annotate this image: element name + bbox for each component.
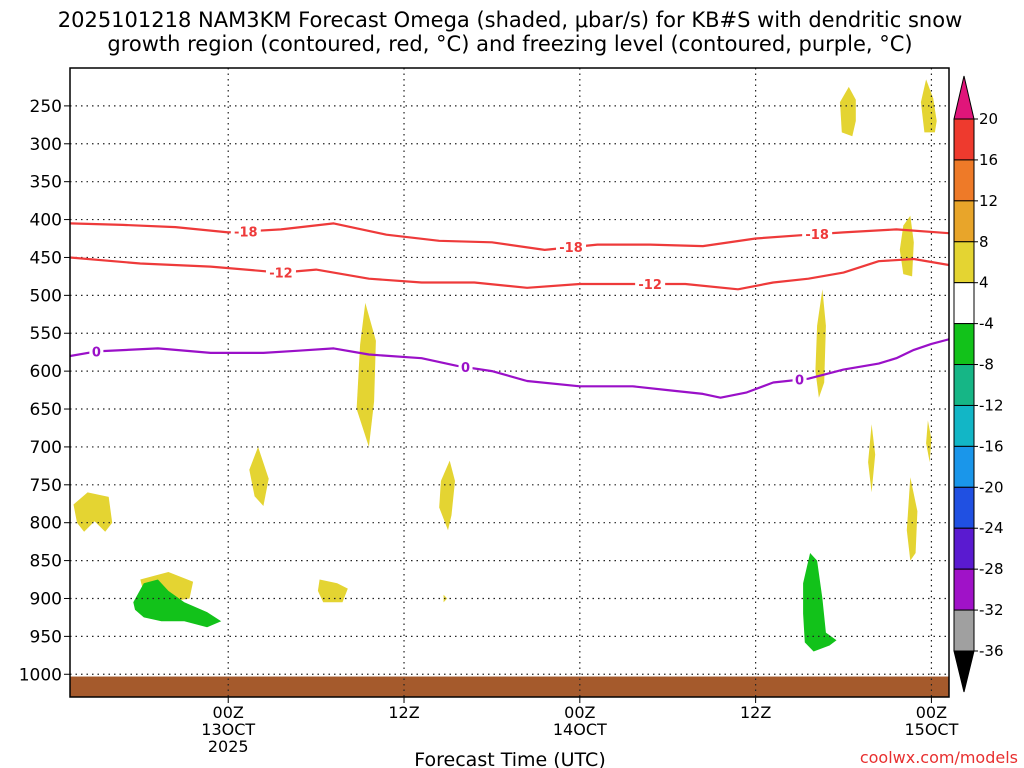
colorbar-bin-7: [953, 404, 975, 447]
colorbar-label-5: -4: [979, 315, 994, 333]
y-tick-label-950: 950: [30, 627, 62, 647]
freezing-level-label-2: 0: [795, 374, 804, 389]
rising-motion-3.8h-860hPa: [73, 492, 113, 532]
x-tick-label-0-2: 2025: [208, 737, 249, 756]
minus-18-isotherm-label-2: -18: [805, 228, 829, 243]
freezing-level-line: [70, 338, 949, 399]
x-tick-label-0-0: 00Z: [213, 703, 244, 722]
colorbar-bin-1: [953, 159, 975, 202]
colorbar-bin-12: [953, 609, 975, 652]
freezing-level-label-bg-2: [792, 371, 807, 388]
y-tick-label-750: 750: [30, 476, 62, 496]
y-tick-label-400: 400: [30, 211, 62, 231]
freezing-level-label-bg-0: [89, 343, 104, 360]
freezing-level-label-bg-1: [458, 359, 473, 376]
rising-motion-39h-255hPa: [840, 86, 856, 137]
colorbar: 20 16 12 8 4 -4 -8 -12 -16 -20 -24 -28 -32 -36: [953, 75, 1004, 693]
freezing-level-label-1: 0: [461, 361, 470, 376]
colorbar-top-arrow: [953, 75, 975, 120]
y-axis: 250 300 350 400 450 500 550 600 650 700 750 800 850 9…: [19, 97, 70, 685]
colorbar-bin-11: [953, 568, 975, 611]
x-tick-label-0-1: 13OCT: [201, 720, 255, 739]
colorbar-label-4: 4: [979, 274, 989, 292]
plot-inner: -18 -18 -18 -12 -12 0 0 0: [70, 68, 949, 697]
y-tick-label-250: 250: [30, 97, 62, 117]
plot-frame: [69, 67, 950, 698]
ground: [70, 676, 949, 697]
colorbar-label-0: 20: [979, 110, 998, 128]
colorbar-label-1: 16: [979, 151, 998, 169]
y-tick-label-450: 450: [30, 248, 62, 268]
x-tick-label-3-0: 12Z: [740, 703, 771, 722]
x-tick-label-1-0: 12Z: [388, 703, 419, 722]
colorbar-bin-0: [953, 118, 975, 161]
colorbar-bin-6: [953, 364, 975, 406]
colorbar-label-3: 8: [979, 233, 989, 251]
y-tick-label-850: 850: [30, 552, 62, 572]
y-tick-label-300: 300: [30, 135, 62, 155]
colorbar-bin-2: [953, 200, 975, 243]
minus-12-isotherm-line: [70, 256, 949, 291]
colorbar-bin-9: [953, 486, 975, 529]
plot-area: -18 -18 -18 -12 -12 0 0 0: [69, 67, 950, 698]
colorbar-label-6: -8: [979, 356, 994, 374]
colorbar-label-13: -36: [979, 642, 1004, 660]
y-tick-label-600: 600: [30, 362, 62, 382]
minus-18-isotherm-label-bg-0: [230, 223, 261, 240]
colorbar-bottom-arrow: [953, 650, 975, 693]
colorbar-bin-4: [953, 282, 975, 325]
colorbar-label-7: -12: [979, 396, 1004, 414]
colorbar-bin-10: [953, 527, 975, 570]
rising-motion-40h-540hPa: [815, 289, 826, 398]
rising-motion-46.6h-810hPa: [906, 477, 918, 561]
x-axis-label: Forecast Time (UTC): [414, 749, 605, 768]
colorbar-label-10: -24: [979, 519, 1004, 537]
y-tick-label-550: 550: [30, 324, 62, 344]
minus-12-isotherm-label-bg-0: [265, 264, 296, 281]
x-tick-label-2-0: 00Z: [564, 703, 595, 722]
minus-18-isotherm-label-0: -18: [234, 225, 258, 240]
colorbar-label-2: 12: [979, 192, 998, 210]
colorbar-bin-5: [953, 323, 975, 366]
rising-motion-11.8h-620hPa: [356, 302, 376, 447]
minus-18-isotherm-label-bg-2: [802, 226, 833, 243]
y-tick-label-350: 350: [30, 173, 62, 193]
minus-18-isotherm-label-1: -18: [559, 241, 583, 256]
y-tick-label-800: 800: [30, 514, 62, 534]
rising-motion-11.5h-885hPa: [317, 579, 348, 603]
sinking-motion-40h-900hPa: [803, 553, 837, 652]
colorbar-label-9: -20: [979, 478, 1004, 496]
colorbar-label-11: -28: [979, 560, 1004, 578]
x-tick-label-2-1: 14OCT: [553, 720, 607, 739]
y-tick-label-700: 700: [30, 438, 62, 458]
y-tick-label-500: 500: [30, 286, 62, 306]
chart-title-line-1: 2025101218 NAM3KM Forecast Omega (shaded…: [58, 8, 963, 32]
chart-title-line-2: growth region (contoured, red, °C) and f…: [107, 32, 912, 56]
freezing-level-label-0: 0: [92, 345, 101, 360]
x-tick-label-4-0: 00Z: [916, 703, 947, 722]
sinking-motion-4h-905hPa: [133, 579, 222, 628]
rising-motion-18h-770hPa: [439, 460, 455, 531]
rising-motion-43.7h-710hPa: [868, 424, 876, 493]
colorbar-bin-8: [953, 445, 975, 488]
minus-12-isotherm-label-1: -12: [638, 278, 662, 293]
x-tick-label-4-1: 15OCT: [904, 720, 958, 739]
rising-motion-46h-440hPa: [899, 215, 914, 277]
minus-12-isotherm-label-0: -12: [269, 267, 293, 282]
colorbar-bin-3: [953, 241, 975, 284]
minus-18-isotherm-label-bg-1: [556, 239, 587, 256]
y-tick-label-900: 900: [30, 589, 62, 609]
rising-motion-48.5h-690hPa: [926, 420, 932, 463]
y-tick-label-650: 650: [30, 400, 62, 420]
minus-12-isotherm-label-bg-1: [635, 275, 666, 292]
rising-motion-5h-735hPa: [249, 446, 269, 506]
colorbar-label-12: -32: [979, 601, 1004, 619]
colorbar-label-8: -16: [979, 437, 1004, 455]
credit-text[interactable]: coolwx.com/models: [860, 748, 1018, 767]
y-tick-label-1000: 1000: [19, 665, 62, 685]
